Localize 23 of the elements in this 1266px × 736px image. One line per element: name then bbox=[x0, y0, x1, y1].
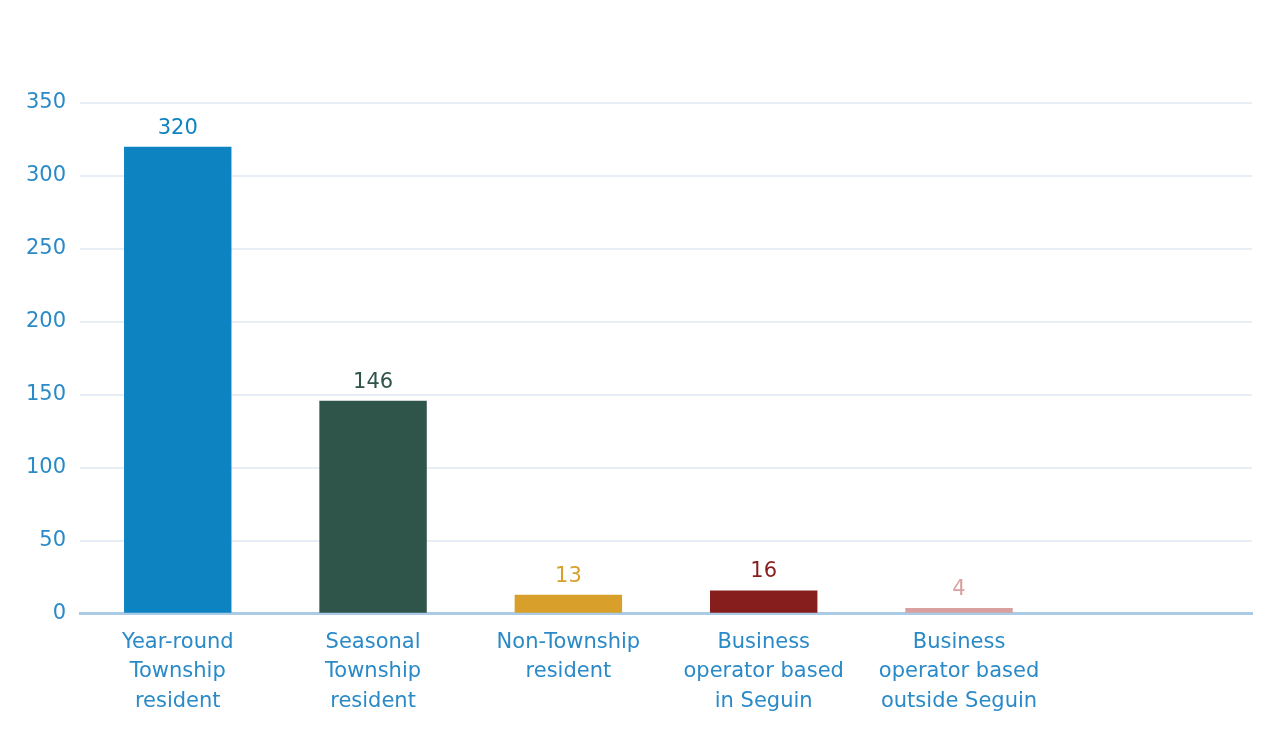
x-tick-label: Business operator based outside Seguin bbox=[878, 628, 1040, 712]
x-tick-label: Seasonal Township resident bbox=[324, 628, 422, 712]
y-tick-label: 100 bbox=[25, 454, 67, 479]
x-tick-label: Year-round Township resident bbox=[120, 628, 234, 712]
bar bbox=[319, 400, 427, 613]
y-tick-label: 300 bbox=[25, 162, 67, 187]
bar bbox=[709, 590, 818, 613]
data-label: 4 bbox=[952, 575, 966, 600]
bar bbox=[905, 607, 1013, 613]
y-tick-label: 0 bbox=[52, 600, 67, 625]
y-tick-label: 150 bbox=[25, 381, 67, 406]
y-tick-label: 50 bbox=[39, 527, 67, 552]
x-tick-label: Non-Township resident bbox=[496, 628, 641, 683]
y-tick-label: 200 bbox=[25, 308, 67, 333]
bar bbox=[124, 146, 232, 613]
data-label: 13 bbox=[555, 562, 582, 587]
y-tick-label: 250 bbox=[25, 235, 67, 260]
data-label: 320 bbox=[157, 114, 198, 139]
x-tick-label: Business operator based in Seguin bbox=[683, 628, 844, 712]
y-tick-label: 350 bbox=[25, 89, 67, 114]
data-label: 146 bbox=[353, 368, 394, 393]
data-label: 16 bbox=[750, 558, 778, 583]
bar bbox=[514, 594, 623, 613]
